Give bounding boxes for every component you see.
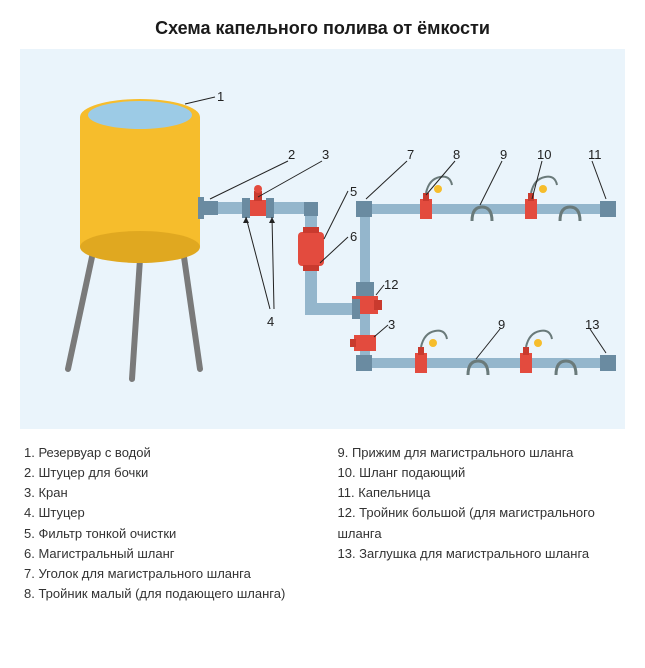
legend-item: 9. Прижим для магистрального шланга [338,443,622,463]
diagram-svg [20,49,625,429]
legend-item: 10. Шланг подающий [338,463,622,483]
callout-label: 5 [350,184,357,199]
callout-label: 10 [537,147,551,162]
diagram-canvas: 1234567891011123913 [20,49,625,429]
legend-item: 1. Резервуар с водой [24,443,308,463]
legend-item: 8. Тройник малый (для подающего шланга) [24,584,308,604]
legend-col-left: 1. Резервуар с водой 2. Штуцер для бочки… [24,443,308,604]
legend: 1. Резервуар с водой 2. Штуцер для бочки… [0,429,645,624]
callout-label: 6 [350,229,357,244]
legend-item: 4. Штуцер [24,503,308,523]
legend-item: 5. Фильтр тонкой очистки [24,524,308,544]
legend-item: 12. Тройник большой (для магистрального … [338,503,622,543]
legend-item: 11. Капельница [338,483,622,503]
callout-label: 12 [384,277,398,292]
legend-item: 3. Кран [24,483,308,503]
callout-label: 9 [498,317,505,332]
callout-label: 3 [322,147,329,162]
callout-label: 4 [267,314,274,329]
legend-col-right: 9. Прижим для магистрального шланга 10. … [338,443,622,604]
legend-item: 6. Магистральный шланг [24,544,308,564]
callout-label: 2 [288,147,295,162]
legend-item: 2. Штуцер для бочки [24,463,308,483]
outlet-pipe [198,161,348,309]
water-tank [80,99,200,263]
page-title: Схема капельного полива от ёмкости [0,18,645,39]
callout-label: 11 [588,147,602,162]
legend-item: 7. Уголок для магистрального шланга [24,564,308,584]
callout-label: 8 [453,147,460,162]
callout-label: 3 [388,317,395,332]
bottom-branch [350,325,616,375]
legend-item: 13. Заглушка для магистрального шланга [338,544,622,564]
callout-label: 1 [217,89,224,104]
callout-label: 9 [500,147,507,162]
callout-label: 7 [407,147,414,162]
callout-label: 13 [585,317,599,332]
